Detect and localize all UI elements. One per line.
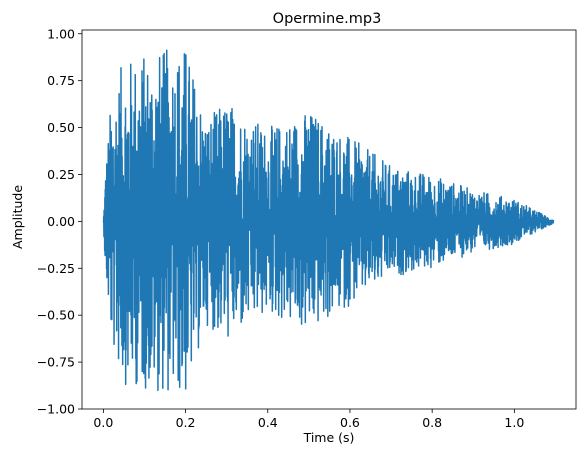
axes-frame [81,29,577,410]
x-axis-label: Time (s) [303,430,355,445]
x-tick-label: 0.6 [340,415,360,430]
y-tick-label: 0.25 [47,167,75,182]
y-tick-label: 0.50 [47,120,75,135]
x-tick-label: 1.0 [504,415,524,430]
waveform-line [102,49,555,392]
y-tick-label: −1.00 [37,402,75,417]
x-tick-label: 0.4 [258,415,278,430]
x-tick-label: 0.2 [176,415,196,430]
y-tick-label: −0.75 [37,355,75,370]
chart-title: Opermine.mp3 [273,11,382,27]
y-tick-label: −0.25 [37,261,75,276]
plot-area [102,49,555,392]
x-axis-ticks: 0.0 0.2 0.4 0.6 0.8 1.0 [93,409,524,430]
y-tick-label: 0.75 [47,73,75,88]
y-tick-label: 1.00 [47,26,75,41]
y-tick-label: −0.50 [37,308,75,323]
y-axis-label: Amplitude [10,185,25,249]
y-axis-ticks: 1.00 0.75 0.50 0.25 0.00 −0.25 −0.50 −0.75 −1.00 [37,26,82,417]
x-tick-label: 0.8 [422,415,442,430]
y-tick-label: 0.00 [47,214,75,229]
x-tick-label: 0.0 [93,415,113,430]
